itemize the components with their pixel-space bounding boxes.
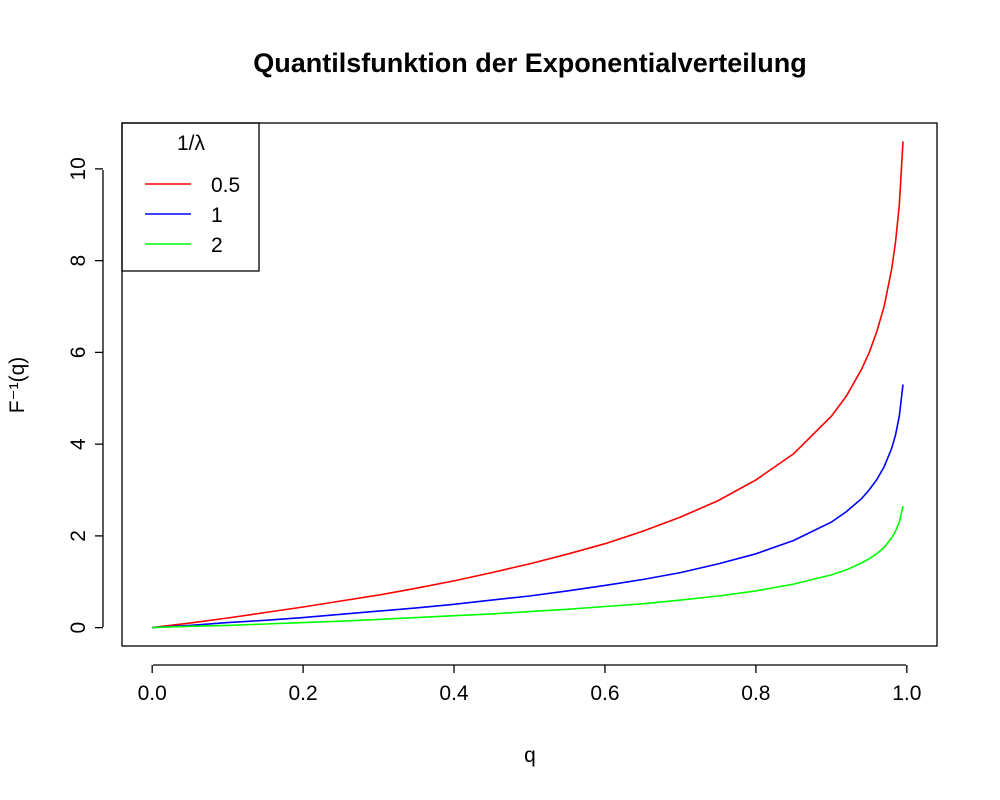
x-tick-label: 0.6: [590, 682, 619, 705]
legend-title: 1/λ: [177, 132, 206, 155]
series-line-1: [152, 384, 904, 629]
plot-frame: [121, 122, 938, 647]
x-tick-label: 1.0: [892, 682, 921, 705]
x-axis-label: q: [524, 744, 536, 767]
x-tick-label: 0.2: [289, 682, 318, 705]
legend-box: [121, 122, 260, 272]
x-axis: 0.0 0.2 0.4 0.6 0.8 1.0: [138, 665, 921, 705]
legend-entries: 0.5 1 2: [145, 174, 240, 257]
y-tick-label: 8: [67, 255, 90, 267]
x-tick-label: 0.8: [741, 682, 770, 705]
legend-label: 0.5: [211, 174, 240, 197]
y-axis-label: F⁻¹(q): [6, 357, 29, 414]
y-tick-label: 4: [67, 438, 90, 450]
y-tick-label: 2: [67, 530, 90, 542]
y-tick-label: 6: [67, 347, 90, 359]
y-axis: 0 2 4 6 8 10: [67, 157, 103, 633]
series-layer: [152, 141, 904, 629]
y-tick-label: 0: [67, 622, 90, 634]
legend-label: 2: [211, 234, 223, 257]
x-tick-label: 0.0: [138, 682, 167, 705]
series-line-0-5: [152, 141, 904, 629]
legend-label: 1: [211, 204, 223, 227]
x-tick-label: 0.4: [439, 682, 469, 705]
chart-title: Quantilsfunktion der Exponentialverteilu…: [253, 48, 807, 78]
legend: 1/λ 0.5 1 2: [121, 122, 260, 272]
y-tick-label: 10: [67, 157, 90, 180]
series-line-2: [152, 505, 904, 629]
